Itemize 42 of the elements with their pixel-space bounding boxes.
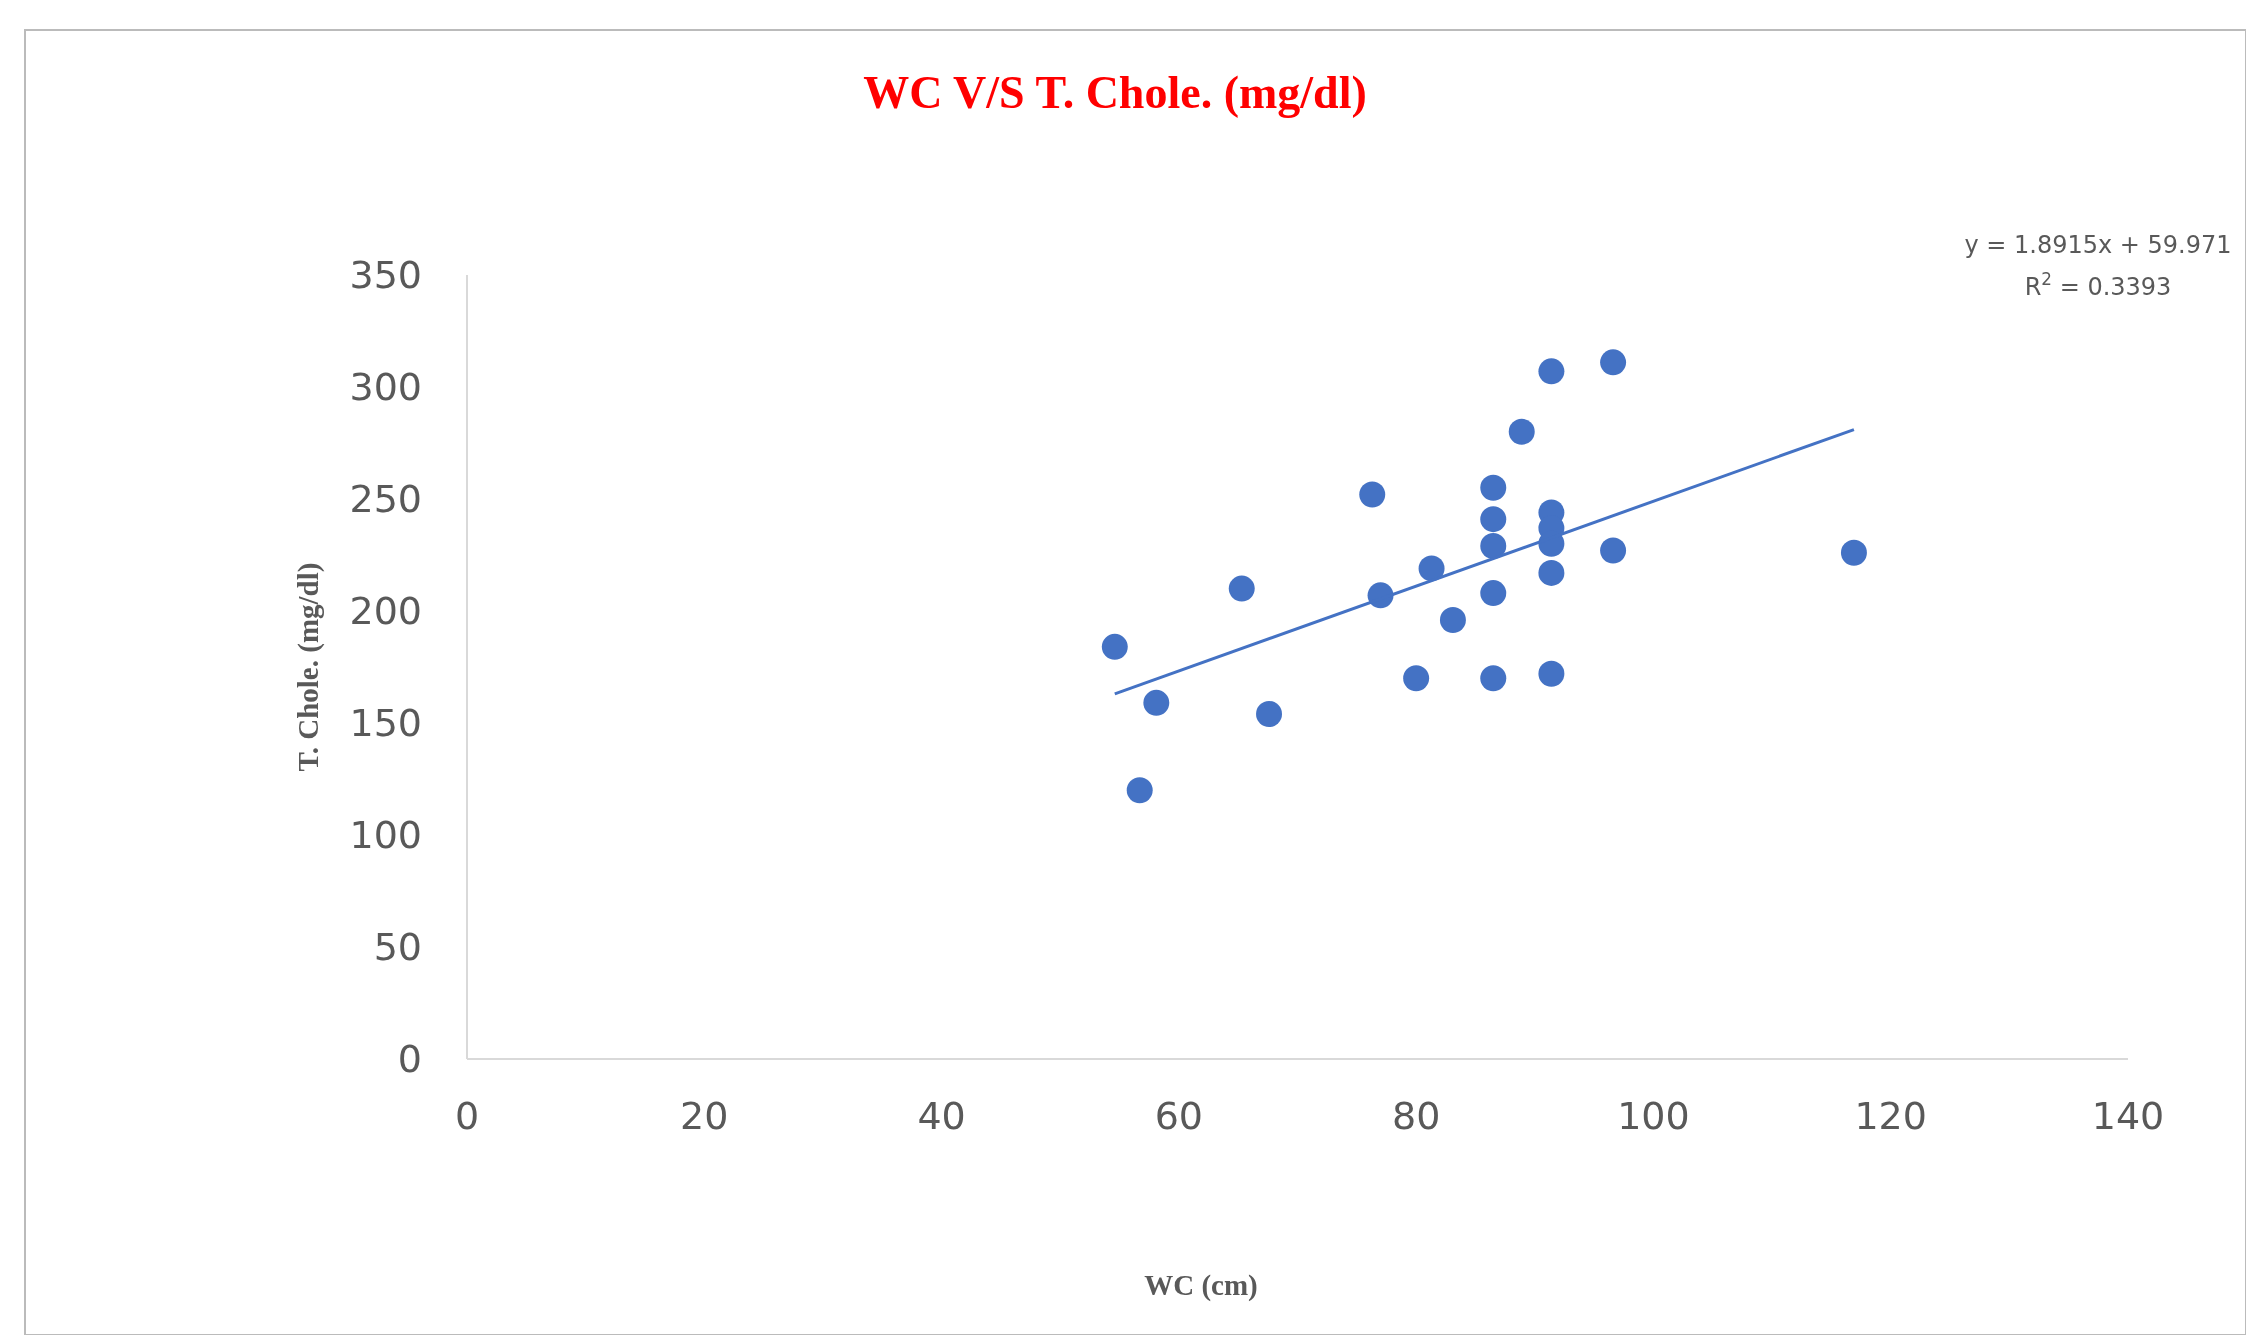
point	[1256, 701, 1283, 727]
x-tick-label: 60	[1154, 1094, 1204, 1138]
point	[1403, 665, 1430, 692]
point	[1538, 660, 1565, 687]
point	[1538, 559, 1565, 586]
x-tick-label: 40	[917, 1094, 966, 1138]
point	[1439, 607, 1466, 633]
point	[1359, 481, 1386, 508]
point	[1480, 506, 1507, 533]
chart-title: WC V/S T. Chole. (mg/dl)	[863, 67, 1367, 118]
point	[1418, 555, 1445, 582]
point	[1480, 474, 1507, 501]
y-tick-label: 350	[349, 253, 422, 297]
x-tick-label: 20	[680, 1094, 729, 1138]
point	[1480, 580, 1507, 607]
point	[1126, 777, 1153, 804]
point	[1480, 533, 1507, 559]
y-tick-label: 100	[349, 813, 422, 857]
point	[1840, 539, 1867, 566]
point	[1508, 418, 1535, 445]
y-tick-label: 200	[349, 589, 422, 633]
point	[1538, 358, 1565, 385]
y-tick-label: 50	[373, 925, 422, 969]
x-tick-label: 0	[454, 1094, 480, 1138]
x-tick-label: 80	[1391, 1094, 1441, 1138]
annotation: R$^{2}$ = 0.3393	[2024, 269, 2172, 301]
y-tick-label: 150	[349, 701, 422, 745]
point	[1600, 537, 1627, 564]
x-tick-label: 120	[1854, 1094, 1927, 1138]
y-axis-title: T. Chole. (mg/dl)	[292, 562, 325, 772]
y-tick-label: 0	[397, 1037, 422, 1081]
x-tick-label: 100	[1617, 1094, 1690, 1138]
point	[1228, 575, 1255, 602]
point	[1480, 665, 1507, 692]
point	[1600, 349, 1627, 376]
text: y = 1.8915x + 59.971	[1964, 231, 2232, 259]
y-tick-label: 250	[349, 477, 422, 521]
point	[1101, 633, 1128, 660]
point	[1143, 689, 1170, 716]
x-tick-label: 140	[2091, 1094, 2165, 1138]
x-axis-title: WC (cm)	[1144, 1269, 1258, 1302]
y-tick-label: 300	[349, 365, 422, 409]
